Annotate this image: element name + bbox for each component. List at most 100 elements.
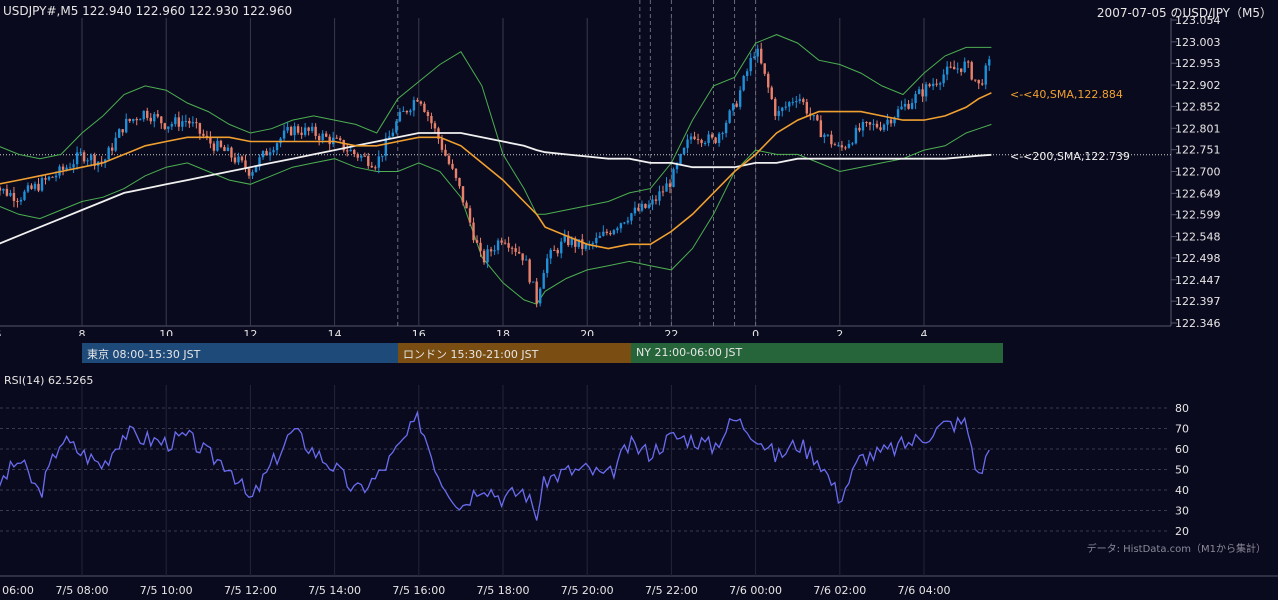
candle-body bbox=[510, 247, 514, 249]
candle-body bbox=[198, 123, 202, 134]
candle-body bbox=[117, 129, 121, 138]
candle-body bbox=[360, 155, 363, 158]
candle-body bbox=[640, 203, 644, 211]
candle-body bbox=[500, 240, 503, 243]
time-tick-label-bottom: 7/6 02:00 bbox=[813, 584, 866, 595]
time-tick-label-top: 14 bbox=[328, 328, 342, 336]
candle-body bbox=[784, 106, 787, 108]
candle-body bbox=[921, 89, 924, 97]
candle-body bbox=[724, 122, 728, 134]
candle-body bbox=[195, 122, 198, 124]
candle-body bbox=[872, 123, 875, 125]
time-tick-label-top: 6 bbox=[0, 328, 1, 336]
price-tick-label: 122.700 bbox=[1175, 166, 1221, 179]
time-tick-label-top: 22 bbox=[664, 328, 678, 336]
candle-body bbox=[605, 231, 609, 233]
rsi-tick-label: 50 bbox=[1175, 464, 1189, 477]
candle-body bbox=[503, 242, 507, 244]
candle-body bbox=[2, 188, 5, 191]
candle-body bbox=[156, 114, 159, 117]
candle-body bbox=[79, 152, 82, 154]
candle-body bbox=[335, 137, 338, 139]
candle-body bbox=[170, 124, 174, 127]
candle-body bbox=[47, 176, 51, 180]
candle-body bbox=[528, 259, 531, 283]
session-tokyo: 東京 08:00-15:30 JST bbox=[82, 343, 398, 363]
candle-body bbox=[879, 127, 882, 130]
price-tick-label: 122.902 bbox=[1175, 79, 1221, 92]
candle-body bbox=[107, 147, 110, 160]
candle-body bbox=[567, 235, 570, 245]
price-tick-label: 122.649 bbox=[1175, 187, 1221, 200]
candle-body bbox=[745, 71, 749, 76]
candle-body bbox=[974, 79, 977, 81]
sma40-line bbox=[0, 92, 992, 250]
candle-body bbox=[595, 237, 598, 244]
candle-body bbox=[205, 135, 209, 137]
candle-body bbox=[482, 250, 486, 263]
time-tick-label-top: 4 bbox=[921, 328, 928, 336]
candle-body bbox=[598, 235, 602, 238]
bollinger-bands bbox=[0, 34, 992, 305]
candle-body bbox=[507, 243, 510, 248]
candle-body bbox=[682, 147, 686, 155]
candle-body bbox=[833, 144, 837, 146]
time-tick-label-bottom: 7/5 08:00 bbox=[56, 584, 109, 595]
candle-body bbox=[244, 160, 247, 169]
price-tick-label: 122.346 bbox=[1175, 317, 1221, 330]
candle-body bbox=[300, 132, 303, 135]
candle-body bbox=[142, 110, 145, 120]
candle-body bbox=[149, 117, 152, 122]
candle-body bbox=[538, 288, 542, 304]
candle-body bbox=[805, 102, 809, 114]
candle-body bbox=[837, 145, 840, 147]
candle-body bbox=[959, 68, 963, 72]
candle-body bbox=[602, 231, 605, 236]
candle-body bbox=[191, 122, 195, 124]
candle-body bbox=[293, 126, 296, 136]
candle-body bbox=[896, 109, 900, 118]
time-tick-label-bottom: 7/5 18:00 bbox=[477, 584, 530, 595]
candle-body bbox=[816, 115, 819, 121]
candle-body bbox=[237, 156, 240, 163]
candle-body bbox=[889, 119, 893, 124]
candle-body bbox=[584, 244, 587, 249]
candle-body bbox=[798, 99, 802, 102]
candle-body bbox=[233, 157, 237, 163]
time-tick-label-top: 20 bbox=[580, 328, 594, 336]
session-london: ロンドン 15:30-21:00 JST bbox=[398, 343, 631, 363]
candle-body bbox=[781, 107, 784, 112]
candle-body bbox=[981, 83, 984, 85]
candle-body bbox=[26, 185, 30, 192]
candle-body bbox=[868, 122, 872, 125]
candle-body bbox=[531, 281, 535, 283]
candle-body bbox=[454, 168, 458, 178]
candle-body bbox=[202, 133, 205, 136]
bollinger-upper-line bbox=[0, 34, 992, 215]
candle-body bbox=[440, 138, 444, 150]
candle-body bbox=[967, 61, 970, 63]
candle-body bbox=[535, 281, 538, 304]
candle-body bbox=[928, 84, 931, 87]
time-tick-label-bottom: 7/5 12:00 bbox=[224, 584, 277, 595]
candle-body bbox=[370, 165, 373, 168]
candle-body bbox=[303, 127, 307, 135]
candle-body bbox=[349, 149, 352, 152]
candle-body bbox=[223, 146, 226, 152]
candle-body bbox=[700, 139, 703, 144]
candle-body bbox=[644, 203, 647, 208]
candle-body bbox=[945, 66, 949, 75]
candle-body bbox=[181, 121, 184, 127]
candle-body bbox=[388, 136, 391, 139]
time-tick-label-bottom: 06:00 bbox=[2, 584, 34, 595]
candle-body bbox=[65, 167, 68, 170]
candle-body bbox=[9, 192, 12, 196]
candle-body bbox=[447, 155, 451, 164]
candle-body bbox=[854, 127, 858, 144]
price-chart: 123.054 123.003 122.953 122.902 122.852 122.8… bbox=[0, 0, 1221, 336]
candle-body bbox=[216, 140, 219, 151]
candle-body bbox=[342, 139, 345, 151]
candle-body bbox=[272, 150, 275, 153]
candle-body bbox=[405, 110, 409, 113]
candle-body bbox=[251, 172, 254, 176]
